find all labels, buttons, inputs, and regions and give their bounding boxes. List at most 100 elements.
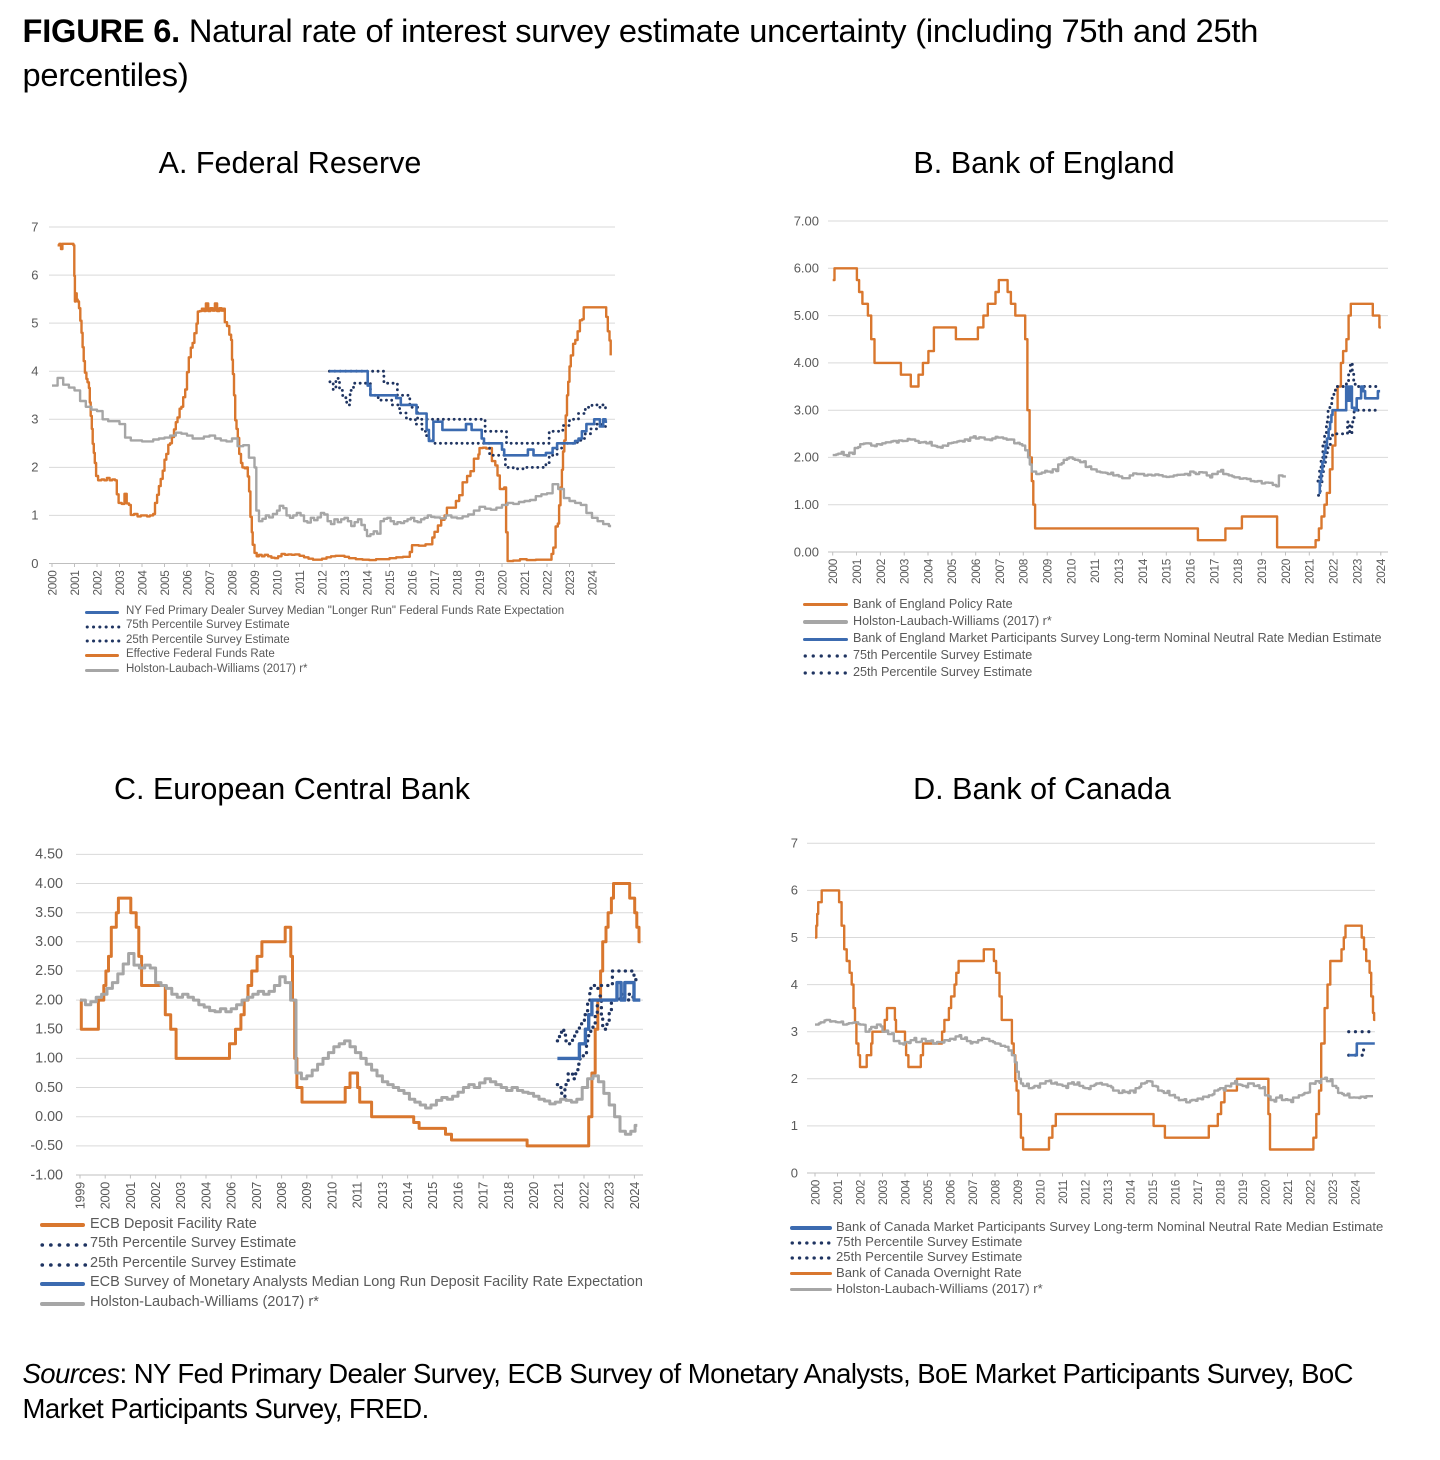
svg-text:1: 1 (791, 1118, 798, 1133)
svg-text:4.00: 4.00 (35, 876, 63, 892)
svg-text:2014: 2014 (1136, 558, 1150, 584)
svg-text:0: 0 (31, 556, 38, 571)
svg-text:2008: 2008 (274, 1182, 289, 1209)
svg-text:2017: 2017 (476, 1182, 491, 1209)
svg-text:2002: 2002 (148, 1182, 163, 1209)
svg-text:2022: 2022 (576, 1182, 591, 1209)
svg-text:2022: 2022 (1327, 559, 1341, 584)
svg-text:0: 0 (791, 1165, 798, 1180)
svg-text:2004: 2004 (921, 558, 935, 584)
svg-text:2000: 2000 (45, 570, 59, 596)
svg-text:2008: 2008 (988, 1179, 1002, 1205)
svg-text:2012: 2012 (1078, 1180, 1092, 1205)
svg-text:3: 3 (791, 1024, 798, 1039)
svg-text:0.00: 0.00 (794, 544, 819, 559)
svg-text:2013: 2013 (1112, 558, 1126, 584)
svg-text:4.00: 4.00 (794, 355, 819, 370)
svg-text:3: 3 (31, 412, 38, 427)
svg-text:2016: 2016 (1184, 558, 1198, 584)
svg-text:2024: 2024 (1348, 1179, 1362, 1205)
svg-text:2019: 2019 (1236, 1180, 1250, 1205)
svg-text:2004: 2004 (198, 1182, 213, 1209)
svg-text:6: 6 (791, 883, 798, 898)
svg-text:2014: 2014 (400, 1182, 415, 1209)
svg-text:2016: 2016 (1168, 1179, 1182, 1205)
svg-text:3.50: 3.50 (35, 905, 63, 921)
svg-text:2017: 2017 (1207, 559, 1221, 584)
svg-text:2001: 2001 (850, 559, 864, 584)
svg-text:5: 5 (31, 315, 38, 330)
svg-text:2005: 2005 (945, 558, 959, 584)
svg-text:2022: 2022 (540, 571, 554, 596)
svg-text:2010: 2010 (324, 1182, 339, 1209)
svg-text:2.00: 2.00 (794, 450, 819, 465)
svg-text:2001: 2001 (831, 1180, 845, 1205)
svg-text:2014: 2014 (1123, 1179, 1137, 1205)
svg-text:2020: 2020 (526, 1182, 541, 1209)
svg-text:7: 7 (31, 219, 38, 234)
svg-text:2005: 2005 (158, 570, 172, 596)
svg-text:2023: 2023 (563, 570, 577, 596)
svg-text:2013: 2013 (375, 1182, 390, 1209)
svg-text:0.00: 0.00 (35, 1109, 63, 1125)
svg-text:3.00: 3.00 (794, 403, 819, 418)
svg-text:2009: 2009 (248, 571, 262, 596)
svg-text:2015: 2015 (425, 1182, 440, 1209)
svg-text:2021: 2021 (518, 571, 532, 596)
svg-text:4: 4 (31, 364, 38, 379)
svg-text:2018: 2018 (501, 1182, 516, 1209)
svg-text:1: 1 (31, 508, 38, 523)
svg-text:2007: 2007 (249, 1182, 264, 1209)
svg-text:1.00: 1.00 (35, 1051, 63, 1067)
svg-text:2004: 2004 (135, 570, 149, 596)
svg-text:2002: 2002 (853, 1180, 867, 1205)
svg-text:2000: 2000 (826, 558, 840, 584)
svg-text:2014: 2014 (360, 570, 374, 596)
svg-text:2009: 2009 (1041, 559, 1055, 584)
svg-text:2003: 2003 (173, 1182, 188, 1209)
svg-text:2013: 2013 (1101, 1179, 1115, 1205)
svg-text:2020: 2020 (1279, 558, 1293, 584)
svg-text:2006: 2006 (180, 570, 194, 596)
svg-text:7: 7 (791, 836, 798, 851)
svg-text:2008: 2008 (1017, 558, 1031, 584)
svg-text:2023: 2023 (1350, 558, 1364, 584)
svg-text:-0.50: -0.50 (30, 1138, 63, 1154)
svg-text:2.00: 2.00 (35, 992, 63, 1008)
svg-text:2017: 2017 (428, 571, 442, 596)
svg-text:2024: 2024 (627, 1182, 642, 1209)
svg-text:2011: 2011 (1088, 559, 1102, 583)
svg-text:2019: 2019 (473, 571, 487, 596)
svg-text:2018: 2018 (1231, 558, 1245, 584)
svg-text:3.00: 3.00 (35, 934, 63, 950)
svg-text:2018: 2018 (1213, 1179, 1227, 1205)
svg-text:2000: 2000 (98, 1182, 113, 1209)
svg-text:7.00: 7.00 (794, 213, 819, 228)
svg-text:1999: 1999 (72, 1182, 87, 1209)
svg-text:2011: 2011 (293, 571, 307, 595)
svg-text:2011: 2011 (350, 1182, 365, 1209)
svg-text:2017: 2017 (1191, 1180, 1205, 1205)
svg-text:2002: 2002 (874, 559, 888, 584)
svg-text:1.00: 1.00 (794, 497, 819, 512)
svg-text:2.50: 2.50 (35, 963, 63, 979)
svg-text:2001: 2001 (123, 1182, 138, 1209)
svg-text:4.50: 4.50 (35, 847, 63, 863)
svg-text:2008: 2008 (225, 570, 239, 596)
svg-text:2016: 2016 (405, 570, 419, 596)
svg-text:2004: 2004 (898, 1179, 912, 1205)
svg-text:2007: 2007 (993, 559, 1007, 584)
svg-text:0.50: 0.50 (35, 1080, 63, 1096)
svg-text:2021: 2021 (1281, 1180, 1295, 1205)
svg-text:2010: 2010 (270, 570, 284, 596)
svg-text:2001: 2001 (68, 571, 82, 596)
svg-text:2007: 2007 (966, 1180, 980, 1205)
svg-text:2005: 2005 (921, 1179, 935, 1205)
svg-text:2019: 2019 (1255, 559, 1269, 584)
svg-text:2: 2 (791, 1071, 798, 1086)
svg-text:2006: 2006 (943, 1179, 957, 1205)
svg-text:2015: 2015 (383, 570, 397, 596)
svg-text:2007: 2007 (203, 571, 217, 596)
svg-text:2024: 2024 (1374, 558, 1388, 584)
svg-text:2023: 2023 (1326, 1179, 1340, 1205)
